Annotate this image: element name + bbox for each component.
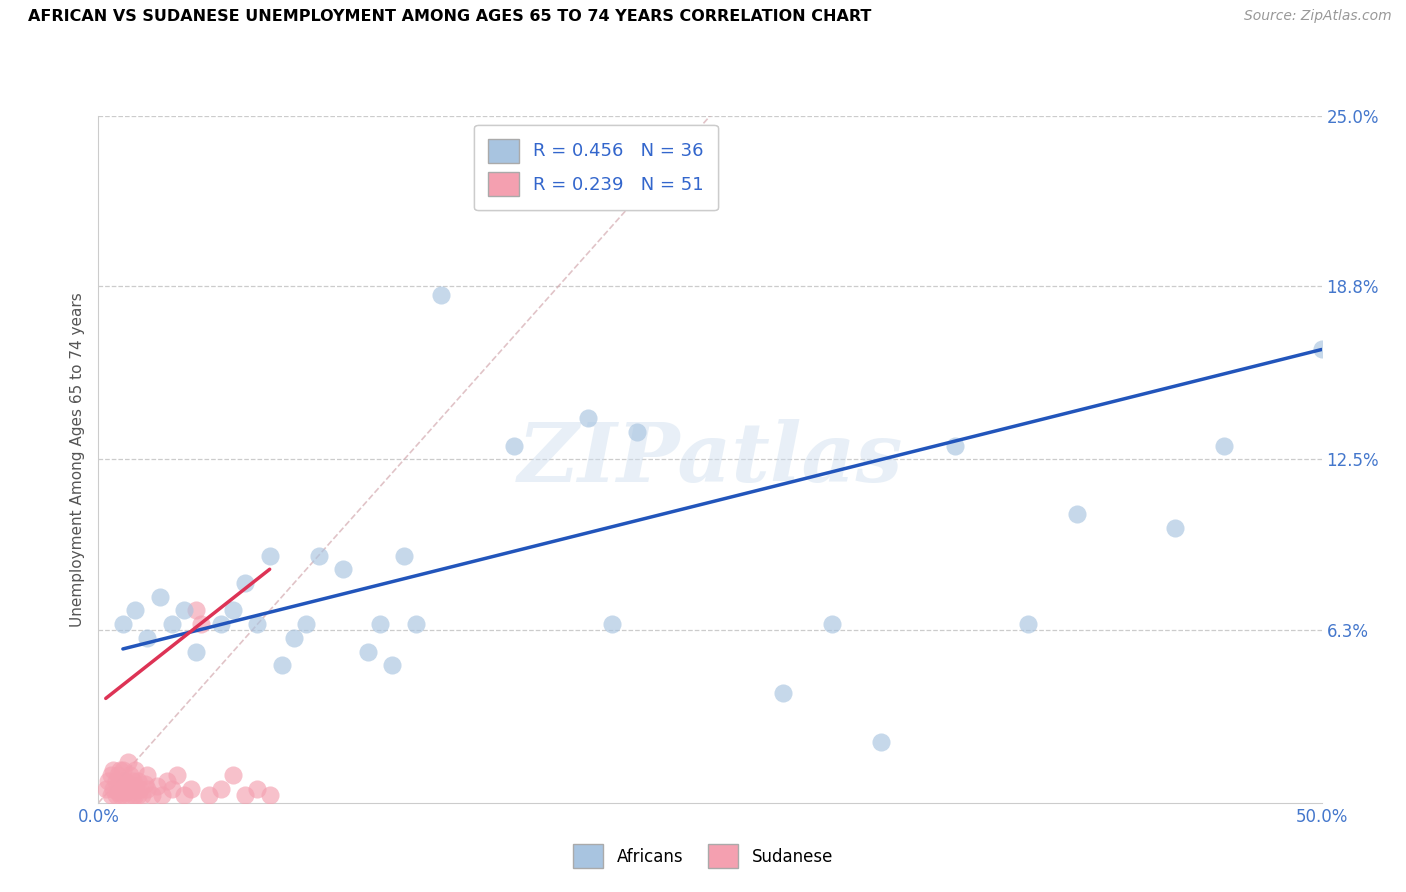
Point: [233, 788, 256, 802]
Point: [136, 782, 159, 797]
Point: [943, 439, 966, 453]
Point: [222, 603, 245, 617]
Point: [246, 782, 269, 797]
Point: [503, 439, 526, 453]
Point: [270, 658, 294, 673]
Point: [131, 788, 153, 802]
Point: [117, 755, 139, 769]
Point: [111, 763, 134, 777]
Point: [156, 773, 179, 788]
Point: [111, 617, 134, 632]
Point: [1212, 439, 1234, 453]
Point: [114, 773, 136, 788]
Point: [576, 411, 599, 425]
Point: [121, 773, 143, 788]
Legend: Africans, Sudanese: Africans, Sudanese: [567, 838, 839, 875]
Point: [186, 603, 208, 617]
Point: [111, 788, 134, 802]
Point: [295, 617, 318, 632]
Point: [146, 780, 169, 794]
Point: [127, 788, 149, 802]
Text: ZIPatlas: ZIPatlas: [517, 419, 903, 500]
Point: [141, 788, 163, 802]
Point: [110, 763, 132, 777]
Point: [166, 768, 188, 782]
Point: [107, 768, 129, 782]
Point: [120, 782, 142, 797]
Text: AFRICAN VS SUDANESE UNEMPLOYMENT AMONG AGES 65 TO 74 YEARS CORRELATION CHART: AFRICAN VS SUDANESE UNEMPLOYMENT AMONG A…: [28, 9, 872, 24]
Legend: R = 0.456   N = 36, R = 0.239   N = 51: R = 0.456 N = 36, R = 0.239 N = 51: [474, 125, 717, 211]
Text: Source: ZipAtlas.com: Source: ZipAtlas.com: [1244, 9, 1392, 23]
Point: [173, 788, 195, 802]
Point: [381, 658, 404, 673]
Point: [233, 576, 256, 591]
Point: [626, 425, 648, 439]
Point: [124, 603, 146, 617]
Point: [100, 768, 122, 782]
Point: [117, 776, 139, 790]
Point: [308, 549, 330, 563]
Point: [368, 617, 391, 632]
Point: [120, 768, 142, 782]
Point: [356, 645, 378, 659]
Point: [600, 617, 623, 632]
Point: [127, 773, 149, 788]
Point: [246, 617, 269, 632]
Point: [124, 780, 146, 794]
Point: [1017, 617, 1039, 632]
Point: [104, 788, 127, 802]
Point: [259, 788, 281, 802]
Point: [173, 603, 195, 617]
Point: [129, 782, 152, 797]
Point: [124, 763, 146, 777]
Point: [110, 788, 132, 802]
Point: [405, 617, 427, 632]
Point: [259, 549, 281, 563]
Point: [332, 562, 354, 576]
Point: [1164, 521, 1187, 535]
Point: [100, 788, 122, 802]
Point: [1066, 508, 1088, 522]
Point: [134, 776, 156, 790]
Point: [209, 617, 232, 632]
Point: [283, 631, 305, 645]
Point: [150, 788, 173, 802]
Point: [1310, 343, 1333, 357]
Point: [97, 773, 120, 788]
Point: [222, 768, 245, 782]
Point: [209, 782, 232, 797]
Point: [124, 788, 146, 802]
Point: [136, 631, 159, 645]
Y-axis label: Unemployment Among Ages 65 to 74 years: Unemployment Among Ages 65 to 74 years: [69, 292, 84, 627]
Point: [121, 788, 143, 802]
Point: [149, 590, 172, 604]
Point: [107, 785, 129, 799]
Point: [101, 763, 124, 777]
Point: [136, 768, 159, 782]
Point: [110, 776, 132, 790]
Point: [772, 686, 794, 700]
Point: [180, 782, 202, 797]
Point: [111, 776, 134, 790]
Point: [160, 617, 183, 632]
Point: [870, 735, 893, 749]
Point: [114, 785, 136, 799]
Point: [94, 782, 117, 797]
Point: [197, 788, 219, 802]
Point: [190, 617, 212, 632]
Point: [430, 287, 453, 301]
Point: [186, 645, 208, 659]
Point: [104, 773, 127, 788]
Point: [160, 782, 183, 797]
Point: [392, 549, 416, 563]
Point: [117, 788, 139, 802]
Point: [101, 782, 124, 797]
Point: [821, 617, 844, 632]
